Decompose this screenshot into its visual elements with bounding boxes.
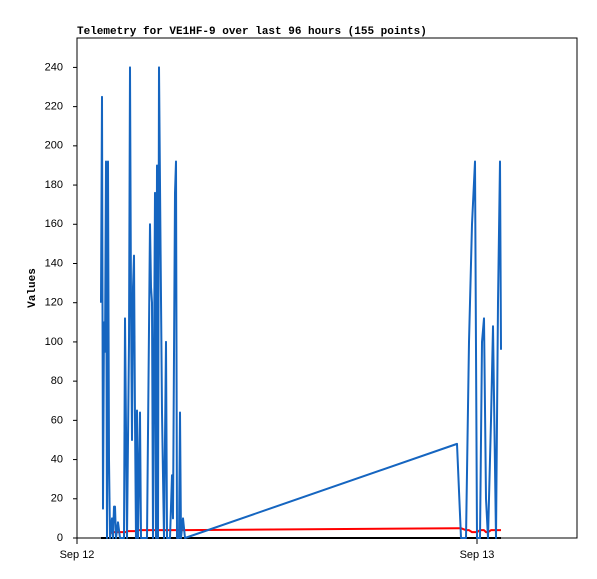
x-tick-label: Sep 13 xyxy=(460,549,495,561)
y-tick-label: 80 xyxy=(51,375,63,387)
y-tick-label: 0 xyxy=(57,532,63,544)
y-tick-label: 200 xyxy=(45,140,63,152)
series-line xyxy=(100,66,502,539)
y-axis-label: Values xyxy=(27,268,39,308)
y-tick-label: 180 xyxy=(45,179,63,191)
y-tick-label: 20 xyxy=(51,493,63,505)
y-tick-label: 240 xyxy=(45,61,63,73)
y-tick-label: 120 xyxy=(45,297,63,309)
y-tick-label: 220 xyxy=(45,101,63,113)
y-tick-label: 160 xyxy=(45,218,63,230)
series-line xyxy=(109,527,501,535)
x-tick-label: Sep 12 xyxy=(60,549,95,561)
y-tick-label: 140 xyxy=(45,257,63,269)
y-tick-label: 60 xyxy=(51,414,63,426)
y-tick-label: 40 xyxy=(51,453,63,465)
y-tick-label: 100 xyxy=(45,336,63,348)
chart-title: Telemetry for VE1HF-9 over last 96 hours… xyxy=(77,26,427,38)
